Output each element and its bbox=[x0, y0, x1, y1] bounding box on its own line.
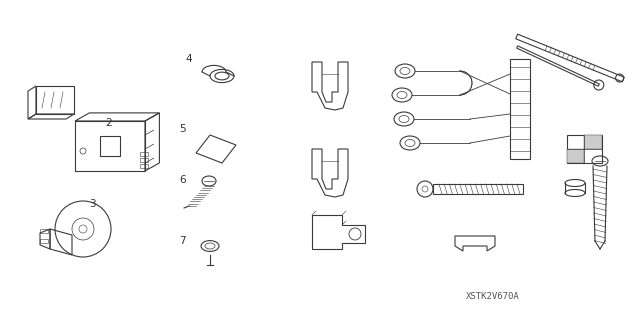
Text: XSTK2V670A: XSTK2V670A bbox=[466, 292, 520, 301]
Text: 3: 3 bbox=[90, 199, 96, 209]
Bar bbox=[40, 239, 48, 243]
Text: 4: 4 bbox=[186, 54, 192, 64]
Text: 5: 5 bbox=[179, 124, 186, 134]
Polygon shape bbox=[584, 135, 602, 149]
Polygon shape bbox=[566, 149, 584, 163]
Text: 6: 6 bbox=[179, 175, 186, 185]
Text: 7: 7 bbox=[179, 236, 186, 246]
Text: 2: 2 bbox=[106, 118, 112, 128]
Bar bbox=[40, 229, 48, 233]
